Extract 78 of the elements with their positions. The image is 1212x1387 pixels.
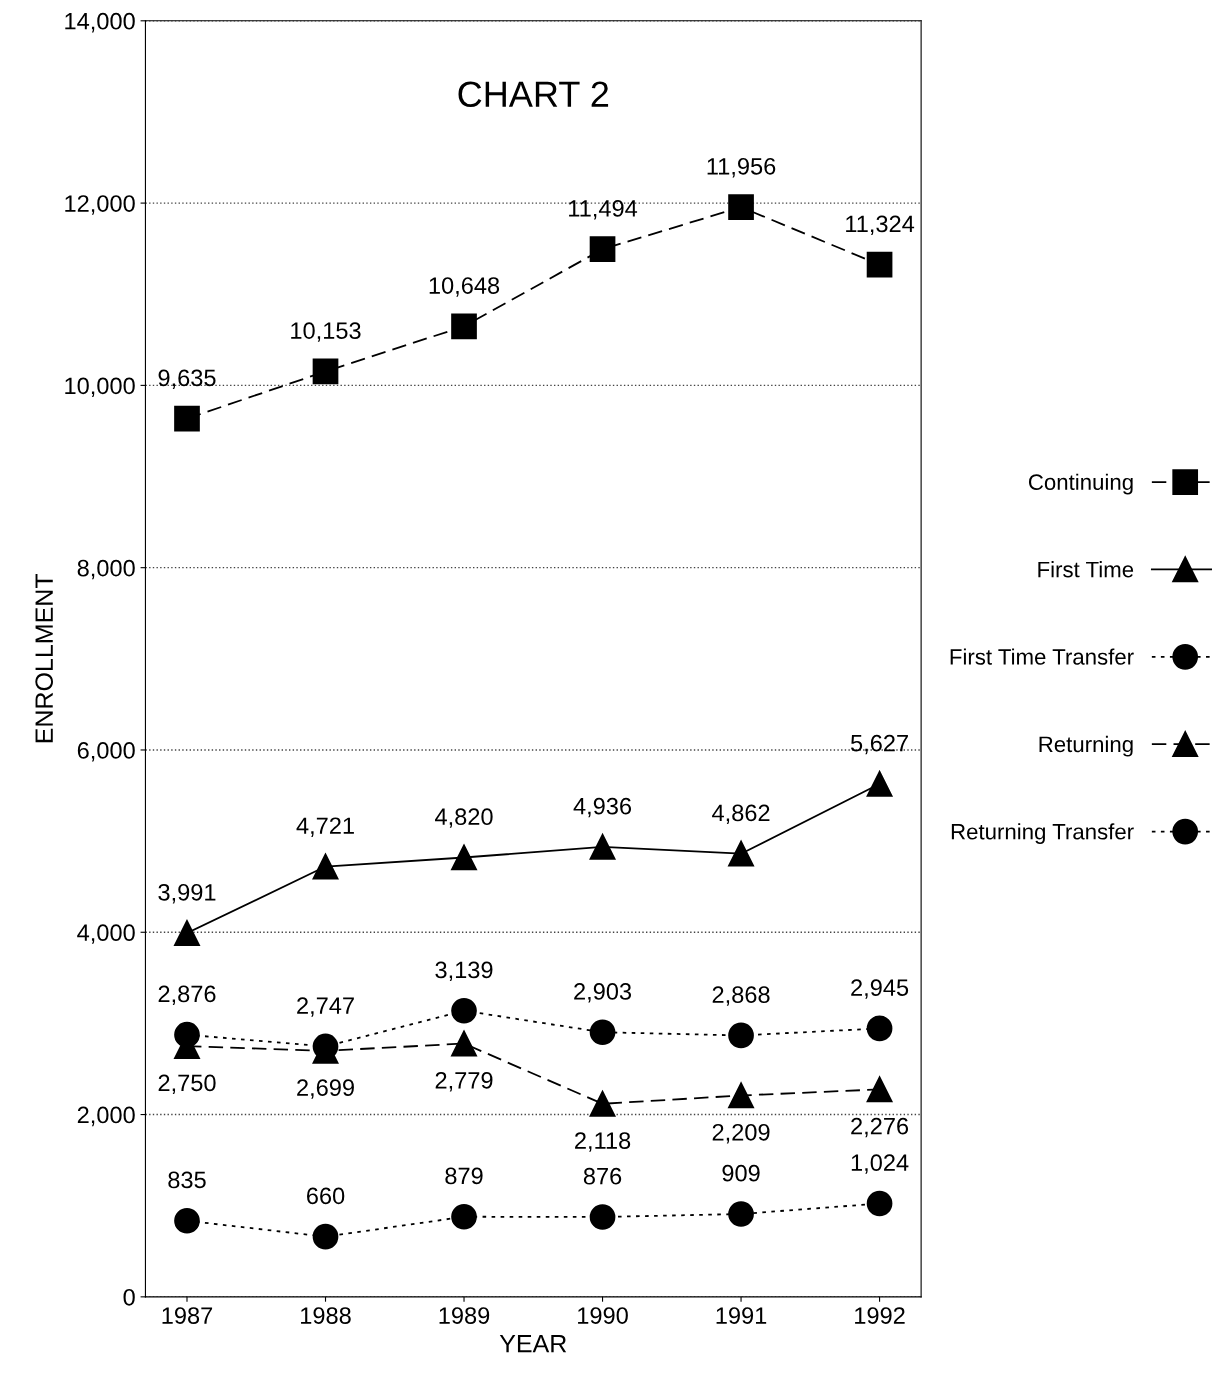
point [728, 194, 754, 220]
data-label: 3,139 [435, 961, 493, 982]
point [589, 1204, 616, 1230]
data-label: 835 [168, 1171, 206, 1189]
point [589, 1019, 616, 1046]
legend-label: Continuing [1028, 473, 1133, 495]
x-tick-label: 1990 [578, 1307, 628, 1324]
point [174, 920, 200, 946]
data-label: 10,648 [429, 277, 500, 297]
y-tick-label: 0 [123, 1288, 135, 1306]
point [728, 1082, 754, 1109]
data-label: 2,945 [851, 979, 909, 999]
data-label: 1,024 [851, 1154, 909, 1174]
y-tick-label: 4,000 [77, 924, 135, 944]
point [589, 236, 616, 263]
data-label: 2,868 [712, 986, 770, 1006]
data-label: 11,956 [707, 157, 776, 178]
x-tick-label: 1987 [162, 1307, 213, 1324]
point [866, 1015, 893, 1042]
data-label: 2,699 [297, 1079, 354, 1099]
point [866, 1190, 893, 1217]
y-tick-label: 10,000 [65, 377, 135, 397]
point [451, 1203, 477, 1230]
x-axis-title: YEAR [499, 1335, 567, 1353]
data-label: 10,153 [291, 322, 361, 342]
point [174, 405, 200, 432]
data-label: 2,118 [575, 1132, 631, 1152]
point [728, 840, 754, 867]
point [866, 771, 893, 797]
data-label: 4,721 [296, 817, 354, 837]
data-label: 2,209 [712, 1123, 770, 1144]
data-label: 4,820 [435, 808, 493, 828]
legend-label: First Time [1038, 561, 1134, 578]
point [451, 997, 477, 1024]
data-label: 2,750 [158, 1074, 216, 1095]
data-label: 2,876 [158, 985, 216, 1006]
data-label: 660 [307, 1187, 345, 1205]
point [866, 251, 893, 278]
y-axis-title: ENROLLMENT [35, 573, 54, 743]
data-label: 909 [722, 1164, 760, 1182]
point [312, 358, 339, 385]
point [312, 853, 339, 880]
legend-label: Returning [1039, 735, 1133, 757]
point [312, 1223, 339, 1250]
data-label: 2,276 [851, 1117, 909, 1138]
data-label: 11,494 [569, 200, 638, 220]
data-label: 879 [445, 1167, 483, 1185]
point [589, 1090, 616, 1117]
data-label: 2,903 [574, 983, 632, 1003]
point [866, 1076, 893, 1103]
data-label: 2,779 [435, 1071, 493, 1092]
y-tick-label: 2,000 [77, 1106, 135, 1127]
point [451, 1030, 477, 1057]
x-tick-label: 1988 [301, 1307, 351, 1324]
data-label: 4,862 [712, 804, 770, 825]
point [728, 1201, 754, 1227]
y-tick-label: 8,000 [77, 559, 135, 580]
x-tick-label: 1992 [855, 1307, 905, 1324]
point [451, 844, 477, 871]
legend-label: Returning Transfer [951, 823, 1134, 844]
data-label: 4,936 [573, 797, 632, 818]
data-label: 2,747 [297, 997, 354, 1017]
y-tick-label: 14,000 [65, 12, 135, 33]
point [728, 1022, 754, 1049]
data-label: 5,627 [850, 734, 908, 755]
y-tick-label: 12,000 [65, 195, 135, 215]
text: CHART 2 [458, 81, 609, 108]
data-label: 9,635 [158, 369, 216, 389]
y-tick-label: 6,000 [77, 742, 135, 762]
point [451, 313, 477, 340]
data-label: 11,324 [846, 215, 915, 236]
x-tick-label: 1991 [716, 1307, 767, 1324]
data-label: 876 [583, 1167, 622, 1185]
legend-label: First Time Transfer [950, 648, 1134, 665]
point [589, 834, 616, 860]
data-label: 3,991 [158, 883, 216, 904]
x-tick-label: 1989 [439, 1307, 490, 1324]
point [174, 1207, 200, 1234]
